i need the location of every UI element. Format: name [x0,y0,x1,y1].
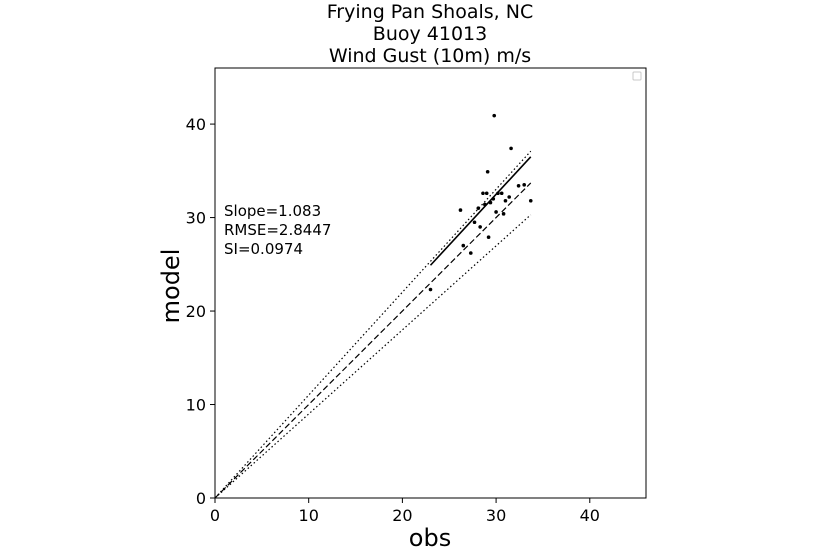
data-point-13 [491,197,496,201]
legend-box [632,71,642,81]
chart-title-line-3: Wind Gust (10m) m/s [328,45,532,67]
dashed-line-1 [214,182,532,499]
data-point-23 [522,183,526,187]
x-tick-label: 20 [392,506,412,525]
stats-slope: Slope=1.083 [224,202,321,220]
data-point-18 [501,212,506,216]
y-axis-label: model [157,249,185,324]
chart-title-line-2: Buoy 41013 [372,23,488,45]
data-point-2 [461,243,466,248]
data-point-5 [476,206,481,211]
data-point-9 [484,191,489,196]
data-point-14 [492,113,497,118]
data-point-8 [483,202,487,207]
stats-rmse: RMSE=2.8447 [224,221,331,239]
data-point-24 [528,198,533,203]
x-axis-label: obs [409,524,451,552]
data-point-11 [486,235,491,239]
x-tick-label: 30 [486,506,506,525]
x-tick-label: 10 [299,506,319,525]
data-point-20 [507,195,512,199]
data-point-17 [499,191,504,196]
data-point-4 [472,220,477,225]
y-tick-label: 10 [186,396,206,415]
plot-frame [214,67,647,499]
data-point-1 [458,208,463,212]
y-tick-label: 30 [186,209,206,228]
solid-line-0 [429,156,532,266]
data-point-15 [494,210,498,214]
y-tick-label: 20 [186,302,206,321]
y-tick-label: 40 [186,115,206,134]
fit-lines [214,150,532,499]
data-point-16 [496,191,500,196]
dotted-line-3 [214,214,532,499]
data-point-22 [516,183,521,188]
data-points [428,113,533,292]
y-tick-label: 0 [196,489,206,508]
axis-ticks: 0 10 20 30 40 0 10 20 30 40 [186,115,600,525]
data-point-12 [488,200,493,205]
data-point-21 [509,146,513,151]
data-point-7 [481,191,485,196]
data-point-3 [468,251,473,255]
x-tick-label: 0 [210,506,220,525]
data-point-19 [503,198,508,203]
x-tick-label: 40 [580,506,600,525]
data-point-0 [428,287,433,292]
data-point-10 [485,169,490,174]
chart-title-line-1: Frying Pan Shoals, NC [326,1,534,23]
data-point-6 [478,225,482,229]
stats-si: SI=0.0974 [224,240,303,258]
